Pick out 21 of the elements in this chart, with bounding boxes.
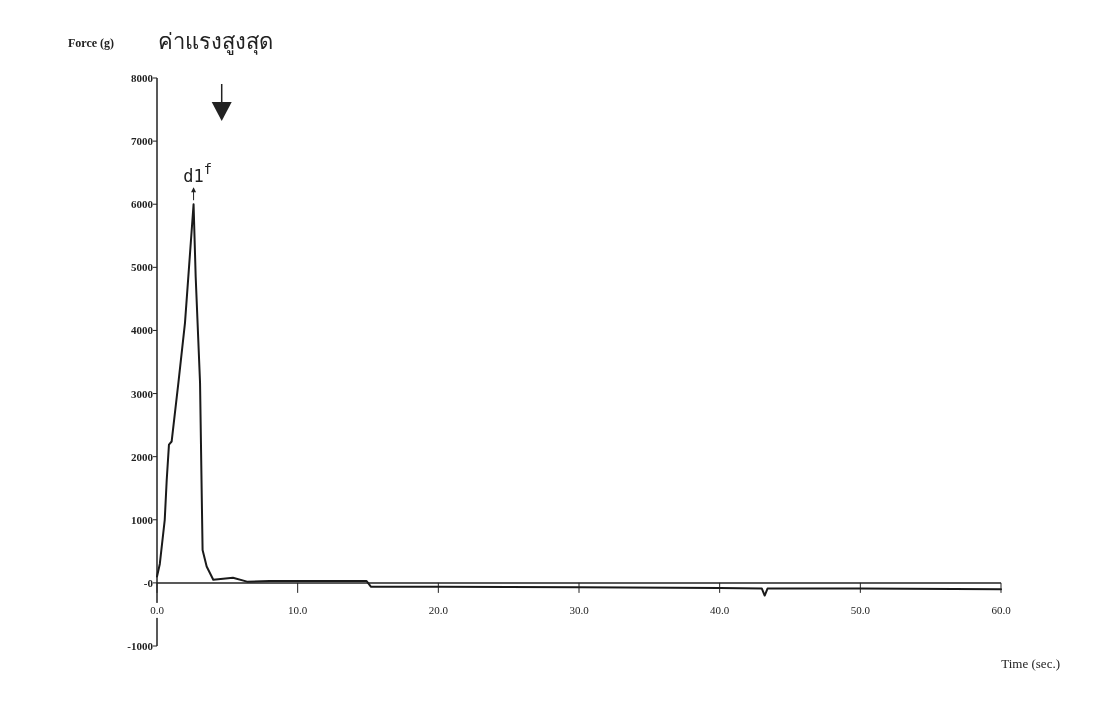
annotation: d1$^{f}$ (183, 161, 212, 187)
y-tick-label: 4000 (131, 324, 154, 337)
x-tick-label: 60.0 (991, 603, 1012, 616)
y-axis-title: Force (g) (68, 36, 115, 50)
x-tick-label: 0.0 (150, 603, 165, 616)
x-tick-label: 40.0 (710, 603, 730, 616)
y-tick-label: 6000 (131, 198, 154, 211)
x-tick-label: 10.0 (288, 603, 308, 616)
y-tick-label: -1000 (127, 640, 154, 652)
y-tick-label: 5000 (131, 261, 154, 274)
x-tick-label: 50.0 (850, 603, 871, 616)
x-tick-label: 20.0 (428, 603, 449, 616)
y-tick-label: 3000 (131, 387, 154, 400)
y-tick-label: 7000 (131, 135, 154, 148)
text: ค่าแรงสูงสุด (158, 29, 273, 55)
y-tick-label: -0 (143, 576, 154, 589)
y-tick-label: 1000 (131, 513, 154, 526)
y-tick-label: 2000 (131, 450, 154, 463)
y-tick-label: 8000 (131, 72, 154, 84)
x-axis-title: Time (sec.) (1001, 656, 1060, 671)
x-tick-label: 30.0 (569, 603, 590, 616)
